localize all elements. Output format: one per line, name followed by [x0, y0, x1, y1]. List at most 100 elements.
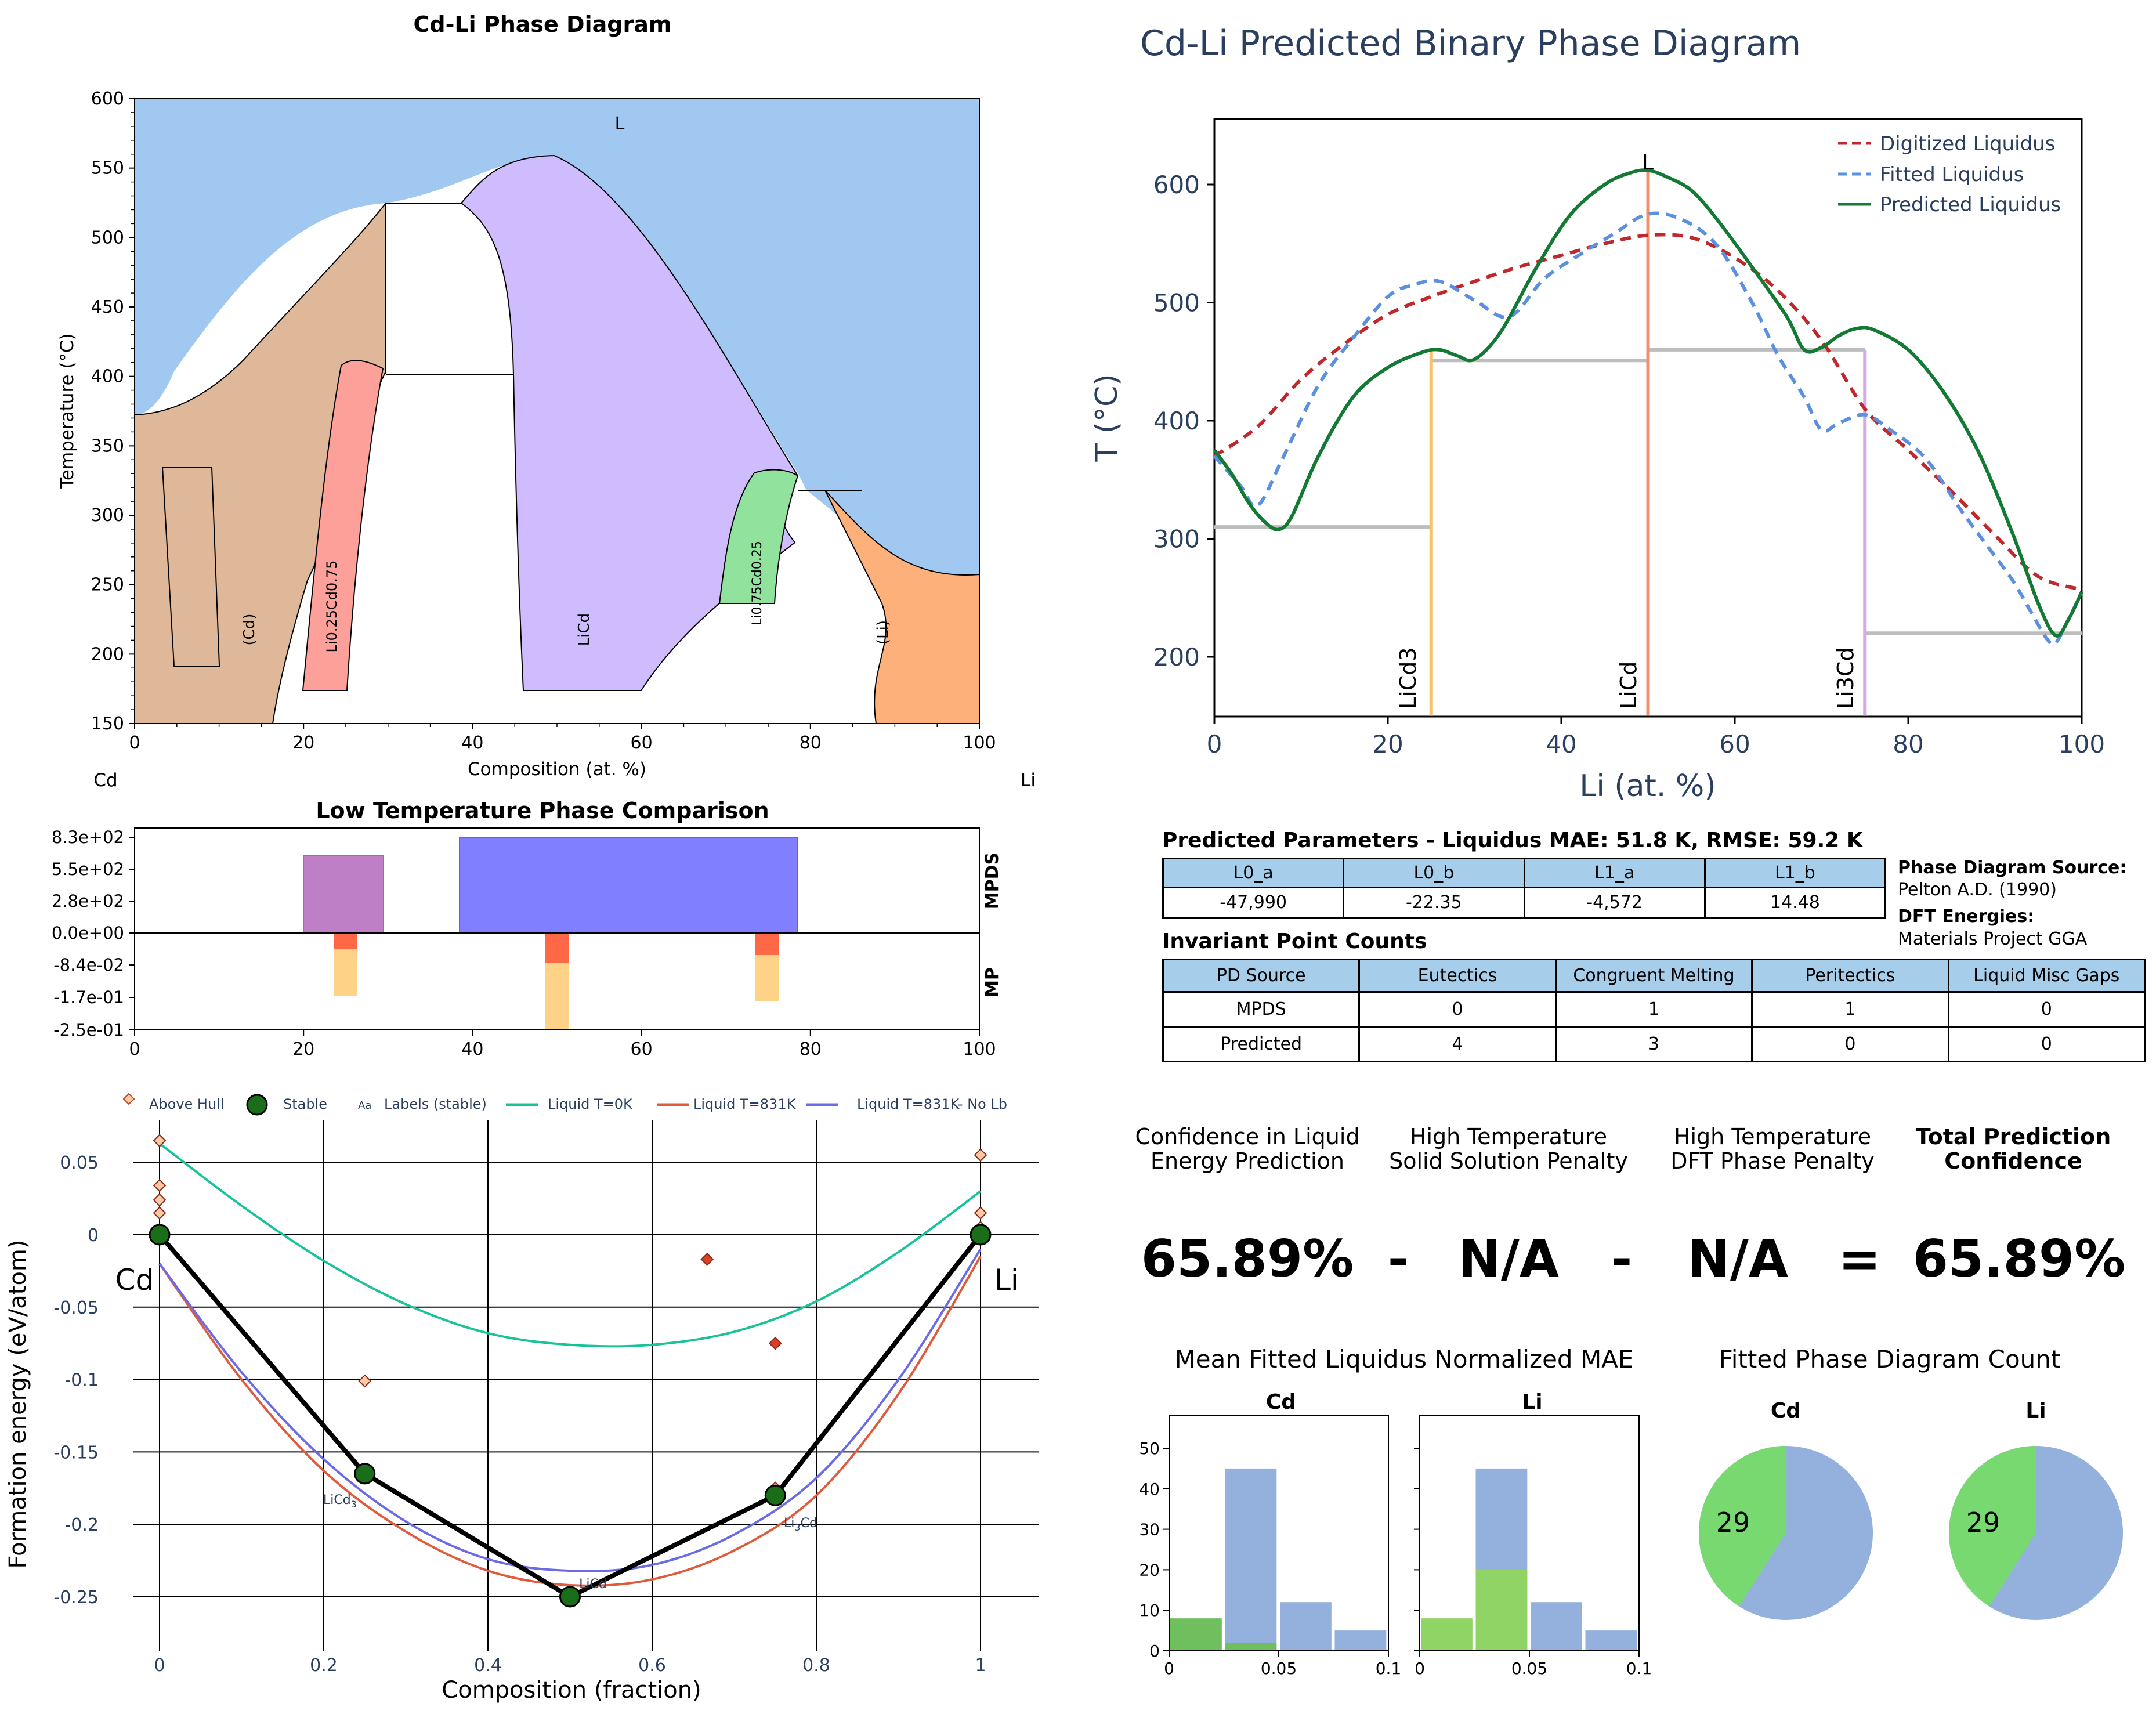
- params-header-L0b: L0_b: [1343, 858, 1525, 888]
- hull-ytick-label: -0.1: [64, 1371, 99, 1391]
- pred-ytick-label: 600: [1153, 171, 1200, 199]
- params-header-L0a: L0_a: [1162, 858, 1345, 888]
- inv-mpds-peritectics: 1: [1751, 991, 1949, 1028]
- predicted-panel: Cd-Li Predicted Binary Phase Diagram 0 20…: [1090, 23, 2105, 804]
- params-value-L0a: -47,990: [1162, 887, 1345, 919]
- mae-xtick-label: 0: [1415, 1659, 1425, 1678]
- count-li-value: 29: [1966, 1507, 2001, 1538]
- conf-value-solid: N/A: [1458, 1229, 1559, 1289]
- pd-ytick-label: 500: [91, 227, 124, 248]
- conf-value-total: 65.89%: [1912, 1229, 2126, 1289]
- pred-ytick-label: 300: [1153, 525, 1200, 554]
- pd-xtick-label: 0: [129, 733, 140, 753]
- params-title: Predicted Parameters - Liquidus MAE: 51.…: [1162, 829, 1863, 852]
- pd-xtick-label: 60: [631, 733, 653, 753]
- hull-legend-stable: Stable: [283, 1096, 327, 1112]
- mae-ytick-label: 20: [1139, 1560, 1160, 1579]
- phase-diagram-panel: Cd-Li Phase Diagram L (Cd) (Li) LiCd Li0…: [57, 12, 1036, 791]
- hull-point-above: [974, 1148, 987, 1162]
- predicted-legend-predicted: Predicted Liquidus: [1880, 193, 2061, 216]
- hull-point-above: [153, 1193, 167, 1207]
- low-xtick-label: 60: [631, 1039, 653, 1060]
- pie-cd-slice-main: [1699, 1446, 1786, 1607]
- pd-ytick-label: 550: [91, 158, 124, 179]
- inv-header-misc: Liquid Misc Gaps: [1947, 959, 2146, 993]
- params-table: L0_a L0_b L1_a L1_b -47,990 -22.35 -4,57…: [1162, 858, 1887, 919]
- hull-ylabel: Formation energy (eV/atom): [5, 1240, 31, 1569]
- mae-ytick-label: 40: [1139, 1480, 1160, 1499]
- low-xtick-label: 100: [963, 1039, 996, 1060]
- pd-ytick-label: 350: [91, 436, 124, 456]
- hull-xtick-label: 0: [154, 1655, 165, 1676]
- region-label-li025: Li0.25Cd0.75: [324, 561, 340, 653]
- conf-header-dft-line2: DFT Phase Penalty: [1670, 1148, 1875, 1174]
- hull-point-stable: [559, 1586, 581, 1608]
- predicted-label-licd3: LiCd3: [1395, 647, 1421, 709]
- phase-diagram-y-ticks: 150 200 250 300 350 400 450 500 550 600: [91, 89, 135, 734]
- conf-header-solid: High Temperature Solid Solution Penalty: [1375, 1124, 1642, 1173]
- conf-header-liquid: Confidence in Liquid Energy Prediction: [1114, 1124, 1381, 1173]
- mae-title: Mean Fitted Liquidus Normalized MAE: [1175, 1345, 1634, 1373]
- pred-line-predicted: [1213, 168, 2083, 638]
- conf-header-solid-line2: Solid Solution Penalty: [1389, 1148, 1628, 1174]
- conf-header-liquid-line1: Confidence in Liquid: [1135, 1124, 1360, 1149]
- mae-xtick-label: 0.05: [1511, 1659, 1547, 1678]
- pred-xtick-label: 80: [1893, 730, 1923, 758]
- mae-bar-selected: [1170, 1618, 1222, 1651]
- low-ytick-label: 5.5e+02: [52, 859, 124, 879]
- low-temp-y-ticks: 8.3e+02 5.5e+02 2.8e+02 0.0e+00 -8.4e-02 -1.7…: [52, 827, 135, 1040]
- hull-legend-t831: Liquid T=831K: [693, 1096, 797, 1112]
- count-li-title: Li: [2025, 1399, 2046, 1423]
- low-xtick-label: 80: [800, 1039, 822, 1060]
- inv-pred-congruent: 3: [1554, 1026, 1753, 1062]
- inv-pred-source: Predicted: [1162, 1026, 1361, 1062]
- params-value-L1b: 14.48: [1703, 887, 1887, 919]
- region-liquid: [135, 99, 979, 575]
- pd-xtick-label: 40: [461, 733, 483, 753]
- hull-panel: Above Hull Stable Aa Labels (stable) Liq…: [5, 1093, 1039, 1704]
- mae-bar-selected: [1475, 1570, 1528, 1651]
- count-pies: [1699, 1446, 2123, 1620]
- mpds-bar-licd3: [303, 855, 384, 934]
- inv-header-peritectics: Peritectics: [1751, 959, 1949, 993]
- mae-xtick-label: 0.1: [1376, 1659, 1402, 1678]
- conf-header-total-line2: Confidence: [1944, 1148, 2082, 1174]
- hull-point-above: [768, 1336, 782, 1350]
- predicted-y-ticks: 200 300 400 500 600: [1153, 171, 1214, 671]
- hull-point-stable: [970, 1224, 992, 1246]
- hull-xtick-label: 0.2: [310, 1655, 338, 1676]
- mp-bar-licd3-inner: [334, 933, 357, 949]
- mae-bar-fitted: [1585, 1630, 1637, 1651]
- conf-op-minus-1: -: [1387, 1229, 1409, 1289]
- hull-label-licd3: LiCd3: [323, 1493, 357, 1510]
- hull-legend-nolb: Liquid T=831K- No Lb: [857, 1096, 1007, 1112]
- hull-ytick-label: -0.15: [53, 1442, 99, 1463]
- low-temp-x-ticks: 0 20 40 60 80 100: [129, 1030, 996, 1060]
- predicted-xlabel: Li (at. %): [1579, 769, 1716, 804]
- invariants-table: PD Source Eutectics Congruent Melting Pe…: [1162, 959, 2146, 1062]
- hull-xtick-label: 0.4: [474, 1655, 502, 1676]
- mae-bar-fitted: [1225, 1468, 1277, 1651]
- hull-label-cd: Cd: [115, 1263, 154, 1297]
- low-ytick-label: -2.5e-01: [53, 1020, 124, 1040]
- conf-value-liquid: 65.89%: [1141, 1229, 1354, 1289]
- pie-li-slice-main: [1949, 1446, 2036, 1607]
- hull-legend-aa: Aa: [358, 1100, 371, 1112]
- pred-ytick-label: 500: [1153, 289, 1200, 317]
- params-header-L1b: L1_b: [1703, 858, 1887, 888]
- region-li075: [718, 469, 799, 604]
- inv-mpds-source: MPDS: [1162, 991, 1361, 1028]
- hull-xtick-label: 0.6: [638, 1655, 666, 1676]
- mae-xtick-label: 0.1: [1626, 1659, 1652, 1678]
- invariants-title: Invariant Point Counts: [1162, 930, 1427, 953]
- mae-bar-selected: [1225, 1643, 1277, 1651]
- region-label-cd: (Cd): [241, 614, 258, 646]
- pred-line-fitted: [1213, 211, 2083, 646]
- low-temp-label-mpds: MPDS: [982, 852, 1003, 909]
- mp-bar-licd-inner: [545, 933, 569, 963]
- low-ytick-label: 0.0e+00: [52, 923, 124, 943]
- params-value-L0b: -22.35: [1343, 887, 1525, 919]
- mpds-bar-licd: [459, 837, 798, 934]
- conf-op-equals: =: [1838, 1229, 1881, 1289]
